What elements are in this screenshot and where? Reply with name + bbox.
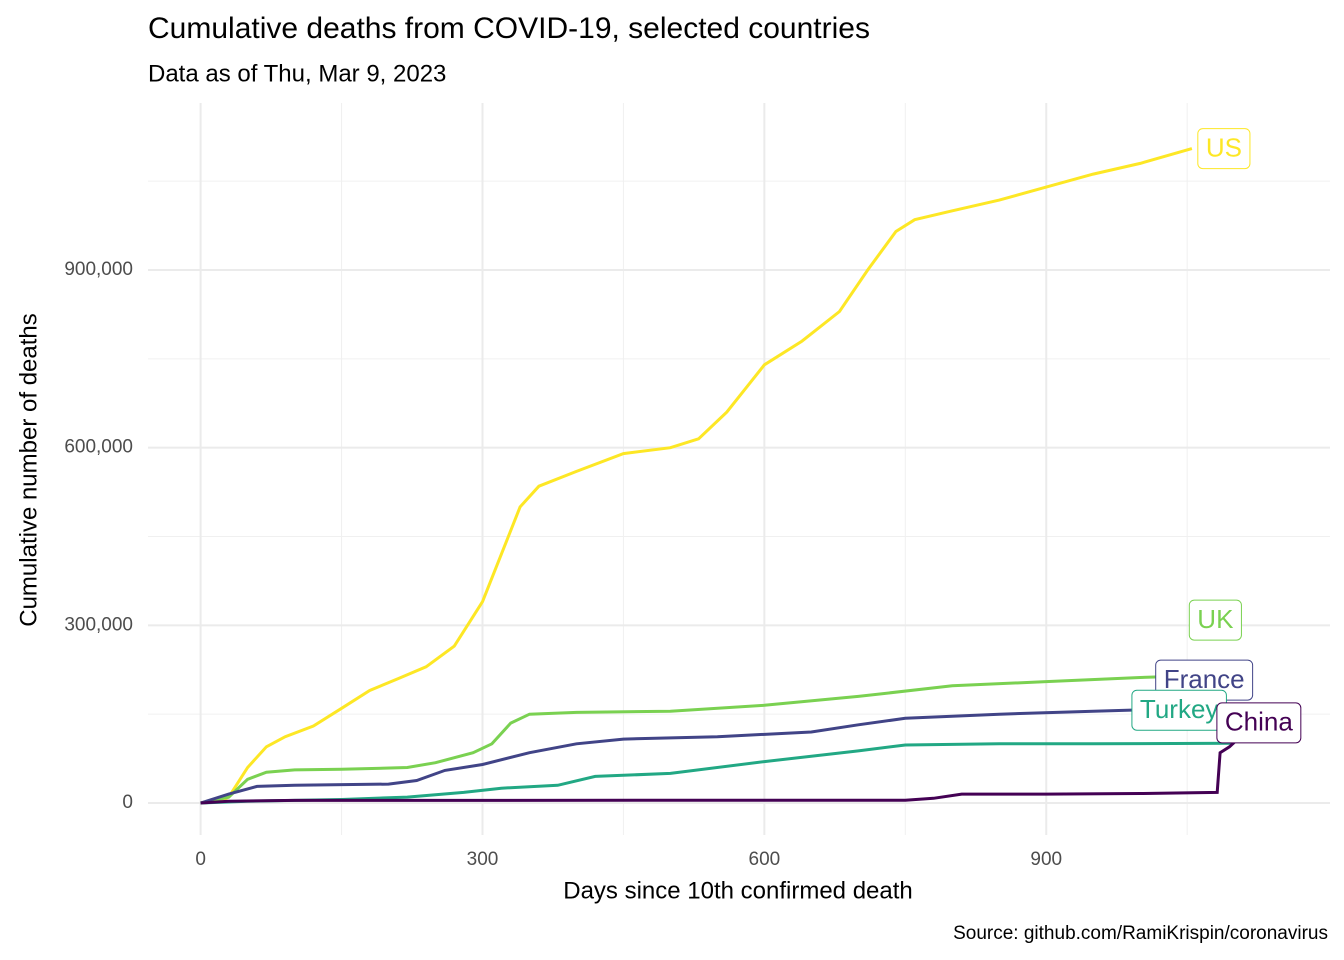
- chart-subtitle: Data as of Thu, Mar 9, 2023: [148, 60, 446, 87]
- x-tick-label: 600: [749, 849, 781, 870]
- chart-title: Cumulative deaths from COVID-19, selecte…: [148, 12, 870, 45]
- series-line: [200, 705, 1235, 805]
- series-line: [200, 741, 1235, 805]
- y-tick-label: 600,000: [64, 437, 133, 458]
- series-label: US: [1206, 132, 1242, 162]
- series-label: France: [1164, 664, 1245, 694]
- series-label: UK: [1197, 604, 1234, 634]
- y-tick-label: 300,000: [64, 614, 133, 635]
- series-line: [200, 147, 1193, 805]
- x-tick-label: 300: [467, 849, 499, 870]
- series-line: [200, 673, 1216, 805]
- y-axis-title: Cumulative number of deaths: [15, 313, 42, 627]
- x-tick-label: 900: [1030, 849, 1062, 870]
- y-tick-label: 0: [122, 792, 133, 813]
- label-box: [1197, 128, 1251, 170]
- y-tick-label: 900,000: [64, 259, 133, 280]
- x-axis-title: Days since 10th confirmed death: [563, 877, 913, 904]
- label-box: [1188, 599, 1242, 641]
- series-label: China: [1225, 707, 1293, 737]
- caption: Source: github.com/RamiKrispin/coronavir…: [953, 923, 1328, 944]
- label-box: [1216, 702, 1302, 744]
- x-tick-label: 0: [195, 849, 206, 870]
- series-label: Turkey: [1140, 694, 1219, 724]
- series-line: [200, 736, 1240, 805]
